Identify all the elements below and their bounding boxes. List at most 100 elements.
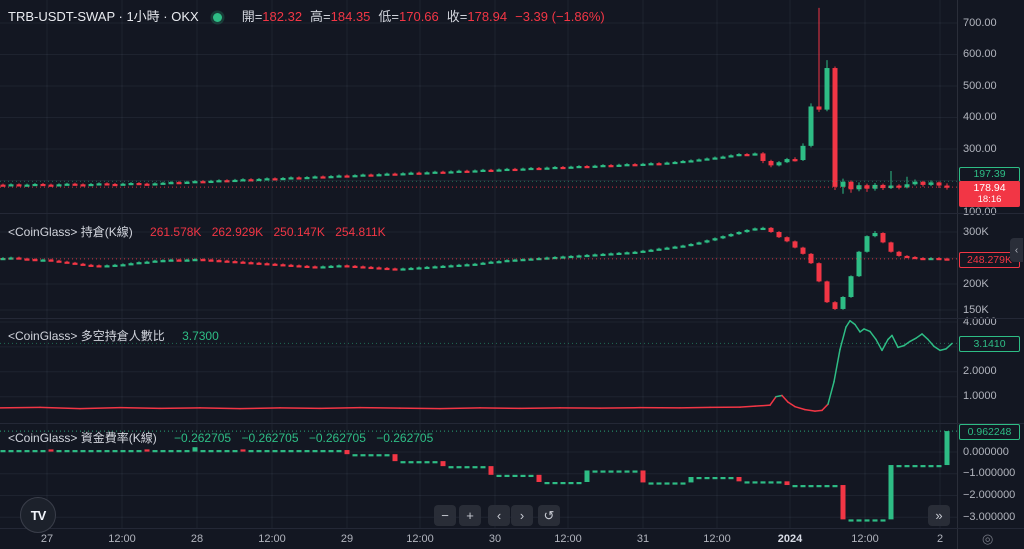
candle-body xyxy=(336,265,342,268)
y-axis-tick-label: 2.0000 xyxy=(963,365,997,378)
candle-body xyxy=(184,181,190,184)
candle-body xyxy=(512,168,518,172)
chart-canvas[interactable] xyxy=(0,0,957,528)
candle-body xyxy=(432,171,438,174)
candle-body xyxy=(856,185,862,190)
goto-realtime-button[interactable]: » xyxy=(928,505,950,526)
ratio-badge: 3.1410 xyxy=(959,336,1020,352)
tradingview-logo[interactable]: TV xyxy=(20,497,56,533)
candle-body xyxy=(80,450,86,453)
candle-body xyxy=(128,263,134,266)
scroll-right-button[interactable]: › xyxy=(511,505,533,526)
pane-divider-2[interactable] xyxy=(0,318,1024,319)
legend-open-interest-values: 261.578K 262.929K 250.147K 254.811K xyxy=(150,225,386,239)
candle-body xyxy=(256,178,262,182)
candle-body xyxy=(864,185,870,189)
pane-divider-3[interactable] xyxy=(0,423,1024,424)
candle-body xyxy=(920,465,926,468)
candle-body xyxy=(920,181,926,185)
axis-settings-icon[interactable]: ◎ xyxy=(982,531,994,546)
candle-body xyxy=(96,183,102,186)
candle-body xyxy=(904,255,910,259)
candle-body xyxy=(840,297,846,309)
candle-body xyxy=(536,167,542,171)
candle-body xyxy=(280,450,286,453)
candle-body xyxy=(664,247,670,250)
pane-divider-1[interactable] xyxy=(0,213,1024,214)
candle-body xyxy=(664,162,670,165)
scroll-left-button[interactable]: ‹ xyxy=(488,505,510,526)
candle-body xyxy=(800,247,806,254)
candle-body xyxy=(776,162,782,166)
candle-body xyxy=(832,302,838,309)
candle-body xyxy=(0,258,6,261)
last-price-value: 178.94 xyxy=(973,182,1006,194)
collapse-panel-tab[interactable]: ‹ xyxy=(1010,238,1023,262)
candle-body xyxy=(760,153,766,161)
legend-long-short-ratio[interactable]: <CoinGlass> 多空持倉人數比 3.7300 xyxy=(8,327,219,344)
candle-body xyxy=(232,450,238,453)
candle-body xyxy=(504,474,510,478)
symbol-header[interactable]: TRB-USDT-SWAP · 1小時 · OKX 開=182.32 高=184.3… xyxy=(8,6,605,25)
candle-body xyxy=(504,168,510,172)
time-axis[interactable]: 27 12:00 28 12:00 29 12:00 30 12:00 31 12:00 2024 1… xyxy=(0,528,1024,549)
y-axis-tick-label: 700.00 xyxy=(963,16,997,29)
candle-body xyxy=(464,264,470,267)
candle-body xyxy=(120,450,126,453)
candle-body xyxy=(584,166,590,169)
candle-body xyxy=(752,481,758,484)
candle-body xyxy=(360,454,366,457)
ratio-line-segment xyxy=(881,338,889,352)
candle-body xyxy=(152,450,158,453)
y-axis-tick-label: 150K xyxy=(963,303,989,316)
candle-body xyxy=(192,259,198,262)
candle-body xyxy=(488,466,494,475)
candle-body xyxy=(520,259,526,262)
candle-body xyxy=(264,263,270,266)
legend-funding-rate[interactable]: <CoinGlass> 資金費率(K線) −0.262705 −0.262705… xyxy=(8,429,433,446)
candle-body xyxy=(440,461,446,467)
ratio-line-segment xyxy=(939,348,947,352)
legend-long-short-ratio-title: <CoinGlass> 多空持倉人數比 xyxy=(8,329,165,343)
candle-body xyxy=(144,449,150,452)
candle-body xyxy=(488,169,494,172)
candle-body xyxy=(320,450,326,453)
reset-chart-button[interactable]: ↺ xyxy=(538,505,560,526)
symbol-title[interactable]: TRB-USDT-SWAP · 1小時 · OKX xyxy=(8,9,199,24)
zoom-in-button[interactable]: + xyxy=(459,505,481,526)
candle-body xyxy=(632,164,638,167)
candle-body xyxy=(288,450,294,453)
ratio-line-segment xyxy=(875,338,883,352)
candle-body xyxy=(328,450,334,453)
candle-body xyxy=(800,145,806,161)
candle-body xyxy=(368,454,374,457)
candle-body xyxy=(416,172,422,175)
ratio-line-segment xyxy=(933,345,941,352)
candle-body xyxy=(464,170,470,173)
time-axis-tick-label: 30 xyxy=(488,533,502,545)
candle-body xyxy=(704,240,710,243)
ratio-line-segment xyxy=(897,344,905,349)
candle-body xyxy=(944,185,950,188)
y-axis-tick-label: −2.000000 xyxy=(963,488,1016,501)
candle-body xyxy=(232,179,238,183)
legend-open-interest[interactable]: <CoinGlass> 持倉(K線) 261.578K 262.929K 250… xyxy=(8,223,386,240)
y-axis-tick-label: −3.000000 xyxy=(963,510,1016,523)
low-value: 170.66 xyxy=(399,9,439,24)
candle-body xyxy=(264,178,270,181)
candle-body xyxy=(352,175,358,178)
candle-body xyxy=(624,252,630,255)
candle-body xyxy=(232,261,238,264)
candle-body xyxy=(48,184,54,187)
candle-body xyxy=(48,259,54,262)
time-axis-tick-label: 28 xyxy=(190,533,204,545)
candle-body xyxy=(288,264,294,267)
candle-body xyxy=(392,268,398,271)
zoom-out-button[interactable]: − xyxy=(434,505,456,526)
ratio-line-segment xyxy=(804,408,816,412)
y-axis-tick-label: 300K xyxy=(963,225,989,238)
candle-body xyxy=(808,485,814,488)
candle-body xyxy=(24,184,30,187)
candle-body xyxy=(216,450,222,453)
candle-body xyxy=(104,450,110,453)
